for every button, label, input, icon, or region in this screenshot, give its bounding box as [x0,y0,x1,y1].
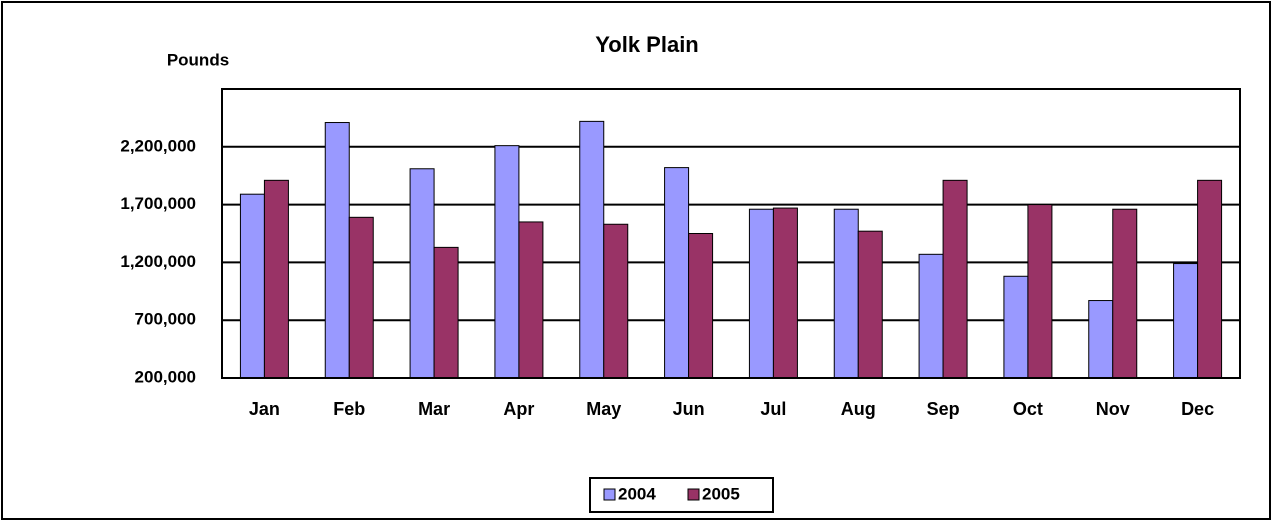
plot-border [221,88,1241,379]
bar [772,207,798,379]
bar [603,223,629,379]
legend-swatch [687,488,700,501]
bar [579,120,605,379]
bar [1088,300,1114,379]
bar [1197,179,1223,379]
legend-label: 2005 [702,484,740,503]
bar [1173,263,1199,379]
bar [664,167,690,379]
x-tick-label: Oct [1013,399,1043,419]
x-tick-label: Feb [333,399,365,419]
x-tick-label: Jul [760,399,786,419]
x-tick-label: May [586,399,621,419]
x-tick-label: Jun [673,399,705,419]
bar [1112,208,1138,379]
bar [833,208,859,379]
bar [263,179,289,379]
bar [324,122,350,379]
chart-title: Yolk Plain [595,32,699,57]
bar [857,230,883,379]
bar [918,253,944,379]
legend-label: 2004 [618,484,656,503]
bar [348,216,374,379]
y-axis-label: Pounds [167,50,229,69]
bar [433,246,459,379]
x-tick-label: Nov [1096,399,1130,419]
bar [518,221,544,379]
bar [239,193,265,379]
x-tick-label: Sep [927,399,960,419]
bar [688,233,714,379]
y-tick-label: 2,200,000 [120,136,196,155]
y-tick-label: 1,200,000 [120,252,196,271]
x-tick-label: Jan [249,399,280,419]
x-tick-label: Aug [841,399,876,419]
x-tick-label: Dec [1181,399,1214,419]
legend-swatch [603,488,616,501]
bar [494,145,520,379]
legend-box [589,477,774,513]
bar [942,179,968,379]
y-tick-label: 200,000 [135,367,196,386]
bar [409,168,435,379]
x-tick-label: Apr [503,399,534,419]
bar [748,208,774,379]
bar [1027,204,1053,379]
y-tick-label: 700,000 [135,310,196,329]
y-tick-label: 1,700,000 [120,194,196,213]
x-tick-label: Mar [418,399,450,419]
bar [1003,275,1029,379]
